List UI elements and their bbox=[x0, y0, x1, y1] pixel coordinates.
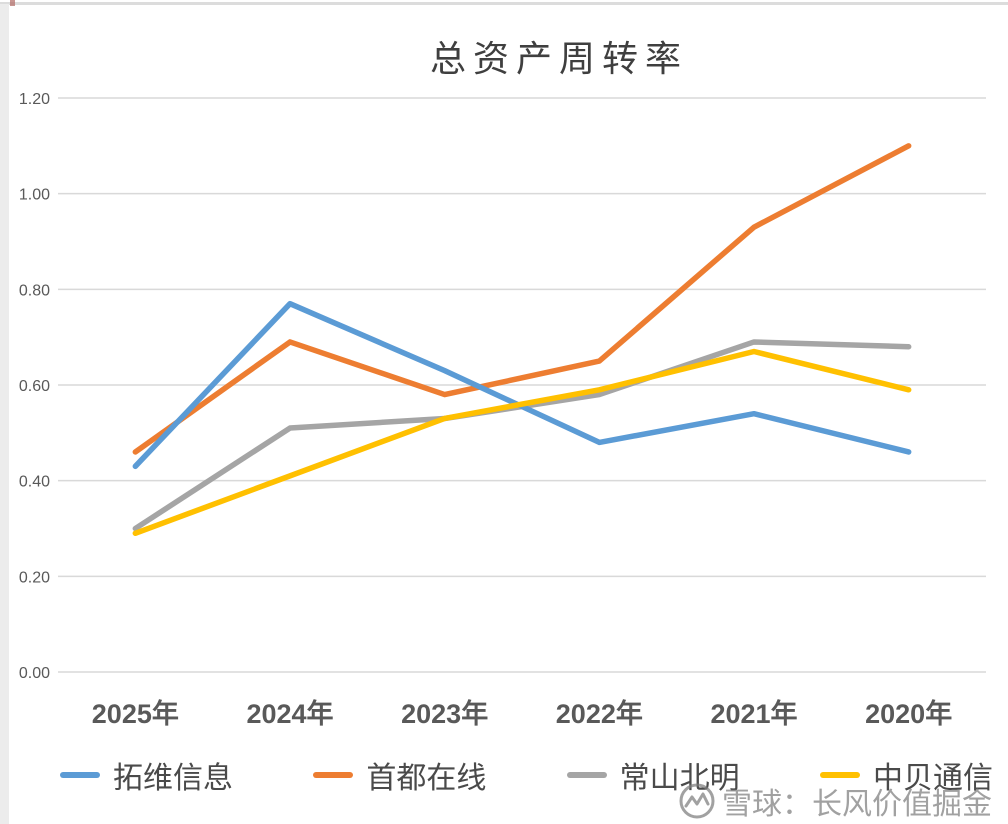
legend-label: 首都在线 bbox=[366, 762, 487, 795]
watermark-text: 雪球：长风价值掘金 bbox=[722, 788, 992, 821]
top-border-line bbox=[0, 2, 1008, 5]
legend-item: 常山北明 bbox=[566, 753, 740, 797]
legend-label: 常山北明 bbox=[619, 762, 740, 795]
y-tick-label: 0.20 bbox=[19, 569, 50, 586]
legend-label: 中贝通信 bbox=[872, 762, 993, 795]
legend-item: 拓维信息 bbox=[60, 753, 233, 797]
line-chart-plot: 0.00 0.20 0.40 0.60 0.80 1.00 1.20 2025年 2024年 20… bbox=[19, 91, 986, 729]
legend-marker bbox=[566, 772, 607, 778]
xueqiu-logo-icon bbox=[679, 783, 715, 819]
y-tick-label: 1.20 bbox=[19, 91, 50, 108]
corner-artifact bbox=[10, 0, 15, 6]
x-axis-label: 2025年 bbox=[92, 698, 179, 729]
chart-title: 总资产周转率 bbox=[429, 39, 688, 79]
chart-legend: 拓维信息 首都在线 常山北明 中贝通信 bbox=[60, 753, 993, 797]
y-tick-label: 0.60 bbox=[19, 378, 50, 395]
y-tick-label: 0.80 bbox=[19, 282, 50, 299]
y-tick-label: 1.00 bbox=[19, 187, 50, 204]
legend-item: 首都在线 bbox=[313, 753, 486, 797]
y-tick-label: 0.40 bbox=[19, 474, 50, 491]
x-axis-label: 2021年 bbox=[710, 698, 797, 729]
series-line bbox=[132, 348, 912, 537]
series-line bbox=[132, 143, 912, 455]
x-axis-label: 2023年 bbox=[401, 698, 488, 729]
legend-marker bbox=[819, 772, 860, 778]
legend-marker bbox=[60, 772, 100, 778]
legend-marker bbox=[313, 772, 354, 778]
y-tick-label: 0.00 bbox=[19, 665, 50, 682]
x-axis-label: 2022年 bbox=[556, 698, 643, 729]
x-axis-label: 2020年 bbox=[865, 698, 952, 729]
legend-item: 中贝通信 bbox=[819, 753, 993, 797]
watermark: 雪球：长风价值掘金 bbox=[678, 779, 992, 823]
legend-label: 拓维信息 bbox=[113, 762, 233, 795]
x-axis-label: 2024年 bbox=[246, 698, 333, 729]
left-edge-strip bbox=[0, 4, 9, 824]
